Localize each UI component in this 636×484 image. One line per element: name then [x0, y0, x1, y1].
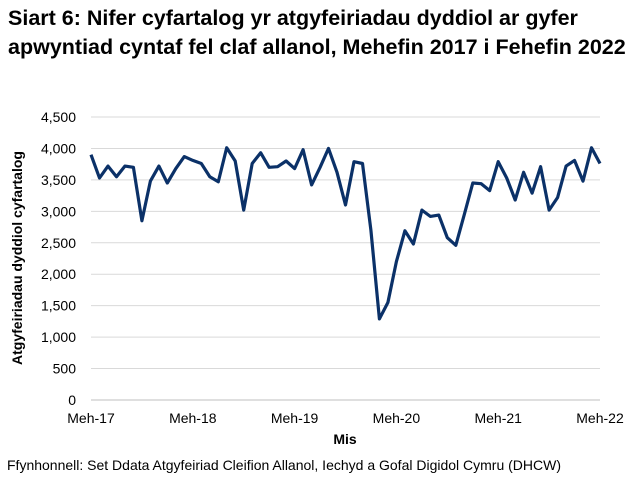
y-tick-label: 2,000: [41, 266, 76, 282]
y-tick-label: 3,500: [41, 172, 76, 188]
y-axis-label: Atgyfeiriadau dyddiol cyfartalog: [9, 151, 25, 365]
x-tick-label: Meh-18: [169, 410, 217, 426]
x-tick-label: Meh-19: [271, 410, 319, 426]
y-tick-label: 2,500: [41, 235, 76, 251]
y-tick-label: 4,000: [41, 140, 76, 156]
y-tick-label: 3,000: [41, 203, 76, 219]
chart-title: Siart 6: Nifer cyfartalog yr atgyfeiriad…: [8, 6, 626, 59]
gridlines: [91, 116, 600, 401]
x-axis-label: Mis: [333, 431, 357, 447]
y-tick-label: 1,000: [41, 329, 76, 345]
x-tick-label: Meh-22: [576, 410, 624, 426]
x-tick-label: Meh-20: [373, 410, 421, 426]
x-tick-label: Meh-21: [474, 410, 522, 426]
y-tick-label: 4,500: [41, 109, 76, 125]
x-axis-ticks: Meh-17 Meh-18 Meh-19 Meh-20 Meh-21 Meh-22: [67, 410, 624, 426]
y-tick-label: 0: [68, 392, 76, 408]
x-tick-label: Meh-17: [67, 410, 115, 426]
y-tick-label: 500: [53, 361, 77, 377]
series-line: [89, 146, 602, 321]
y-axis-ticks: 0 500 1,000 1,500 2,000 2,500 3,000 3,500 4,000 4…: [41, 109, 76, 408]
source-note: Ffynhonnell: Set Ddata Atgyfeiriad Cleif…: [7, 457, 562, 473]
y-tick-label: 1,500: [41, 298, 76, 314]
